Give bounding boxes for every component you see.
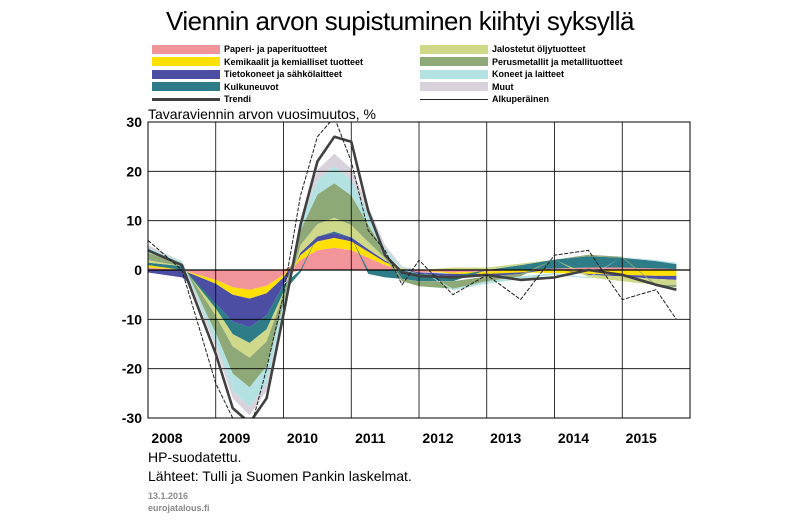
legend-swatch (152, 69, 220, 79)
publish-date: 13.1.2016 (148, 491, 189, 501)
legend-swatch (152, 82, 220, 91)
y-tick-label: 20 (126, 163, 142, 179)
legend-label: Kulkuneuvot (224, 81, 279, 92)
y-tick-label: 10 (126, 213, 142, 229)
legend-label: Perusmetallit ja metallituotteet (492, 56, 623, 67)
legend-item-tietokoneet-ja-sahkolaitteet: Tietokoneet ja sähkölaitteet (152, 68, 342, 80)
x-tick-label: 2011 (355, 430, 386, 446)
legend-swatch (420, 44, 488, 54)
legend-label: Alkuperäinen (492, 94, 550, 104)
legend-item-muut: Muut (420, 81, 514, 93)
y-tick-label: -20 (122, 361, 142, 377)
chart-source: Lähteet: Tulli ja Suomen Pankin laskelma… (148, 468, 412, 484)
x-tick-label: 2015 (626, 430, 657, 446)
x-tick-label: 2009 (219, 430, 250, 446)
legend-item-paperi-ja-paperituotteet: Paperi- ja paperituotteet (152, 43, 327, 55)
chart-note: HP-suodatettu. (148, 449, 242, 465)
legend-item-trendi: Trendi (152, 93, 251, 105)
legend-label: Jalostetut öljytuotteet (492, 44, 586, 54)
legend-item-jalostetut-oljytuotteet: Jalostetut öljytuotteet (420, 43, 586, 55)
legend-label: Tietokoneet ja sähkölaitteet (224, 69, 342, 79)
legend-swatch (420, 69, 488, 79)
x-tick-label: 2012 (422, 430, 453, 446)
plot-frame (147, 121, 691, 419)
legend-label: Muut (492, 81, 514, 92)
plot-area (148, 122, 690, 418)
x-tick-label: 2010 (287, 430, 318, 446)
legend-label: Paperi- ja paperituotteet (224, 44, 328, 54)
y-tick-label: -30 (122, 410, 142, 426)
legend-item-kulkuneuvot: Kulkuneuvot (152, 81, 279, 93)
legend-item-alkuperainen: Alkuperäinen (420, 93, 549, 105)
grid (148, 122, 690, 418)
chart-title: Viennin arvon supistuminen kiihtyi syksy… (166, 6, 634, 36)
line-alkuperainen (148, 122, 677, 418)
y-tick-label: -10 (122, 311, 142, 327)
legend-label: Kemikaalit ja kemialliset tuotteet (224, 56, 364, 67)
y-axis-label: Tavaraviennin arvon vuosimuutos, % (148, 106, 377, 122)
area-paperi-ja-paperituotteet (148, 247, 677, 290)
x-tick-label: 2008 (151, 430, 182, 446)
legend-item-koneet-ja-laitteet: Koneet ja laitteet (420, 68, 564, 80)
legend-item-kemikaalit-ja-kemialliset-tuotteet: Kemikaalit ja kemialliset tuotteet (152, 56, 363, 68)
legend-swatch (420, 95, 488, 104)
legend-item-perusmetallit-ja-metallituotteet: Perusmetallit ja metallituotteet (420, 56, 623, 68)
publisher-site: eurojatalous.fi (148, 503, 210, 513)
legend-swatch (152, 95, 220, 104)
legend-label: Koneet ja laitteet (492, 69, 565, 79)
legend-swatch (152, 44, 220, 54)
y-tick-label: 0 (134, 262, 142, 278)
legend-swatch (420, 57, 488, 66)
legend-swatch (152, 57, 220, 66)
x-tick-label: 2014 (558, 430, 589, 446)
x-tick-label: 2013 (490, 430, 521, 446)
legend-label: Trendi (224, 94, 252, 104)
legend-swatch (420, 82, 488, 91)
y-tick-label: 30 (126, 114, 142, 130)
